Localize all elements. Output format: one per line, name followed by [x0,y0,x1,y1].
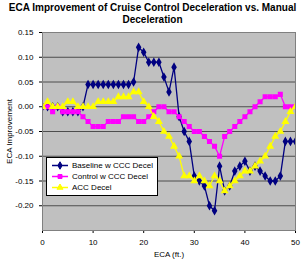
svg-text:20: 20 [139,238,148,247]
svg-text:0.10: 0.10 [18,53,34,62]
svg-text:-0.10: -0.10 [15,152,34,161]
svg-text:30: 30 [190,238,199,247]
svg-text:50: 50 [291,238,300,247]
svg-text:0.00: 0.00 [18,102,34,111]
svg-text:0: 0 [40,238,45,247]
svg-text:0.05: 0.05 [18,78,34,87]
svg-text:-0.05: -0.05 [15,127,34,136]
html-text:ACC Decel: ACC Decel [72,183,112,192]
svg-text:ECA (ft.): ECA (ft.) [154,250,185,259]
svg-text:10: 10 [89,238,98,247]
svg-text:0.15: 0.15 [18,28,34,37]
html-text:Baseline w CCC Decel: Baseline w CCC Decel [72,161,153,170]
svg-text:-0.15: -0.15 [15,177,34,186]
html-text:ECA Improvement of Cruise Cont: ECA Improvement of Cruise Control Decele… [8,2,297,25]
svg-text:40: 40 [240,238,249,247]
html-text:Control w CCC Decel: Control w CCC Decel [72,172,148,181]
svg-text:ECA Improvement: ECA Improvement [5,98,14,164]
svg-text:-0.20: -0.20 [15,201,34,210]
